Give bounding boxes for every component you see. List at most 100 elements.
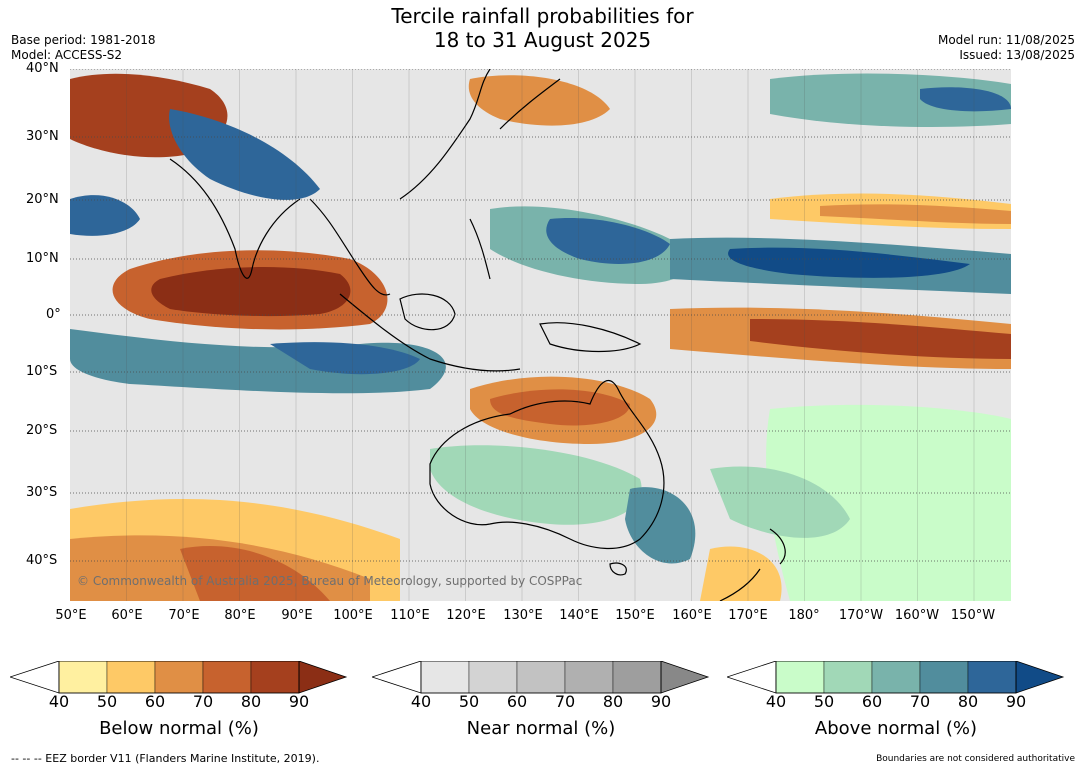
issued-text: Issued: 13/08/2025	[959, 48, 1075, 62]
model-text: Model: ACCESS-S2	[11, 48, 123, 62]
near-normal-title: Near normal (%)	[466, 718, 616, 739]
lat-label-30n: 30°N	[26, 129, 59, 144]
above-extend-high	[1015, 661, 1065, 694]
above-tick-90: 90	[1005, 692, 1027, 711]
below-normal-colorbar	[10, 661, 348, 694]
below-tick-60: 60	[144, 692, 166, 711]
lon-label-150w: 150°W	[950, 608, 996, 623]
field-japan-below	[468, 75, 610, 126]
near-swatch-80-90	[612, 661, 662, 694]
field-arabian-sea-above	[70, 195, 140, 236]
field-north-pacific-above	[770, 73, 1011, 127]
coast-new-zealand	[719, 528, 786, 601]
above-swatch-70-80	[919, 661, 969, 694]
near-tick-90: 90	[650, 692, 672, 711]
below-extend-low	[10, 661, 60, 694]
lon-label-80e: 80°E	[224, 608, 256, 623]
above-swatch-60-70	[871, 661, 921, 694]
lon-label-160e: 160°E	[672, 608, 712, 623]
above-swatch-50-60	[823, 661, 873, 694]
coast-china	[399, 69, 491, 200]
field-maritime-above	[270, 342, 420, 375]
lon-label-150e: 150°E	[615, 608, 655, 623]
above-normal-colorbar	[727, 661, 1065, 694]
coastlines	[169, 69, 786, 601]
coast-se-asia	[309, 198, 391, 296]
field-central-pacific-above-core	[728, 247, 970, 278]
lon-label-60e: 60°E	[111, 608, 143, 623]
coast-borneo	[399, 293, 456, 331]
near-tick-50: 50	[458, 692, 480, 711]
coast-japan	[499, 78, 561, 130]
map-title: Tercile rainfall probabilities for 18 to…	[0, 4, 1085, 52]
title-line-1: Tercile rainfall probabilities for	[391, 4, 694, 28]
above-normal-title: Above normal (%)	[814, 718, 978, 739]
coast-tasmania	[609, 562, 627, 576]
above-tick-70: 70	[909, 692, 931, 711]
near-normal-colorbar	[372, 661, 710, 694]
below-extend-high	[298, 661, 348, 694]
near-extend-low	[372, 661, 422, 694]
below-colorbar-frame	[58, 661, 300, 694]
near-swatch-60-70	[516, 661, 566, 694]
lat-label-20s: 20°S	[26, 423, 58, 438]
below-tick-40: 40	[48, 692, 70, 711]
field-equatorial-pacific-below-core	[750, 319, 1011, 359]
model-run-text: Model run: 11/08/2025	[937, 33, 1075, 47]
lat-label-40s: 40°S	[26, 553, 58, 568]
field-india-above	[169, 109, 320, 200]
lon-label-70e: 70°E	[168, 608, 200, 623]
below-tick-50: 50	[96, 692, 118, 711]
below-swatch-60-70	[154, 661, 204, 694]
near-tick-80: 80	[602, 692, 624, 711]
lat-label-30s: 30°S	[26, 485, 58, 500]
near-swatch-70-80	[564, 661, 614, 694]
near-tick-60: 60	[506, 692, 528, 711]
above-tick-40: 40	[765, 692, 787, 711]
coast-india	[169, 158, 301, 279]
boundaries-disclaimer: Boundaries are not considered authoritat…	[876, 754, 1075, 764]
field-tasman-above	[625, 487, 696, 564]
below-swatch-80-90	[250, 661, 300, 694]
near-colorbar-frame	[420, 661, 662, 694]
meta-left: Base period: 1981-2018 Model: ACCESS-S2	[11, 33, 156, 63]
lon-label-170w: 170°W	[838, 608, 884, 623]
lon-label-110e: 110°E	[390, 608, 430, 623]
field-south-pacific-above	[766, 404, 1011, 601]
near-tick-70: 70	[554, 692, 576, 711]
above-colorbar-frame	[775, 661, 1017, 694]
lon-label-120e: 120°E	[446, 608, 486, 623]
field-australia-above	[430, 445, 642, 525]
above-tick-80: 80	[957, 692, 979, 711]
field-north-australia-below-core	[490, 389, 630, 426]
lat-label-10n: 10°N	[26, 251, 59, 266]
coast-indonesia	[339, 293, 521, 372]
coast-australia	[429, 379, 665, 550]
forecast-map	[70, 69, 1011, 601]
lat-label-0: 0°	[46, 307, 61, 322]
above-swatch-80-90	[967, 661, 1017, 694]
copyright-text: © Commonwealth of Australia 2025, Bureau…	[77, 574, 583, 588]
field-south-pacific-above-mid	[710, 466, 850, 538]
lon-label-170e: 170°E	[728, 608, 768, 623]
field-indian-ocean-below-core	[151, 267, 351, 317]
below-tick-90: 90	[288, 692, 310, 711]
below-swatch-40-50	[58, 661, 108, 694]
near-swatch-50-60	[468, 661, 518, 694]
below-normal-title: Below normal (%)	[99, 718, 259, 739]
map-panel	[70, 69, 1011, 601]
lon-label-100e: 100°E	[333, 608, 373, 623]
below-tick-80: 80	[240, 692, 262, 711]
lon-label-140e: 140°E	[559, 608, 599, 623]
title-line-2: 18 to 31 August 2025	[433, 28, 652, 52]
field-south-indian-below-core	[180, 546, 330, 601]
field-north-pacific-below-core	[820, 204, 1011, 224]
lon-label-130e: 130°E	[503, 608, 543, 623]
coast-philippines	[469, 218, 491, 280]
below-swatch-50-60	[106, 661, 156, 694]
field-nz-below	[700, 546, 782, 601]
base-period-text: Base period: 1981-2018	[11, 33, 156, 47]
lon-label-180: 180°	[788, 608, 820, 623]
meta-right: Model run: 11/08/2025 Issued: 13/08/2025	[938, 33, 1075, 63]
probability-fields	[70, 73, 1011, 601]
